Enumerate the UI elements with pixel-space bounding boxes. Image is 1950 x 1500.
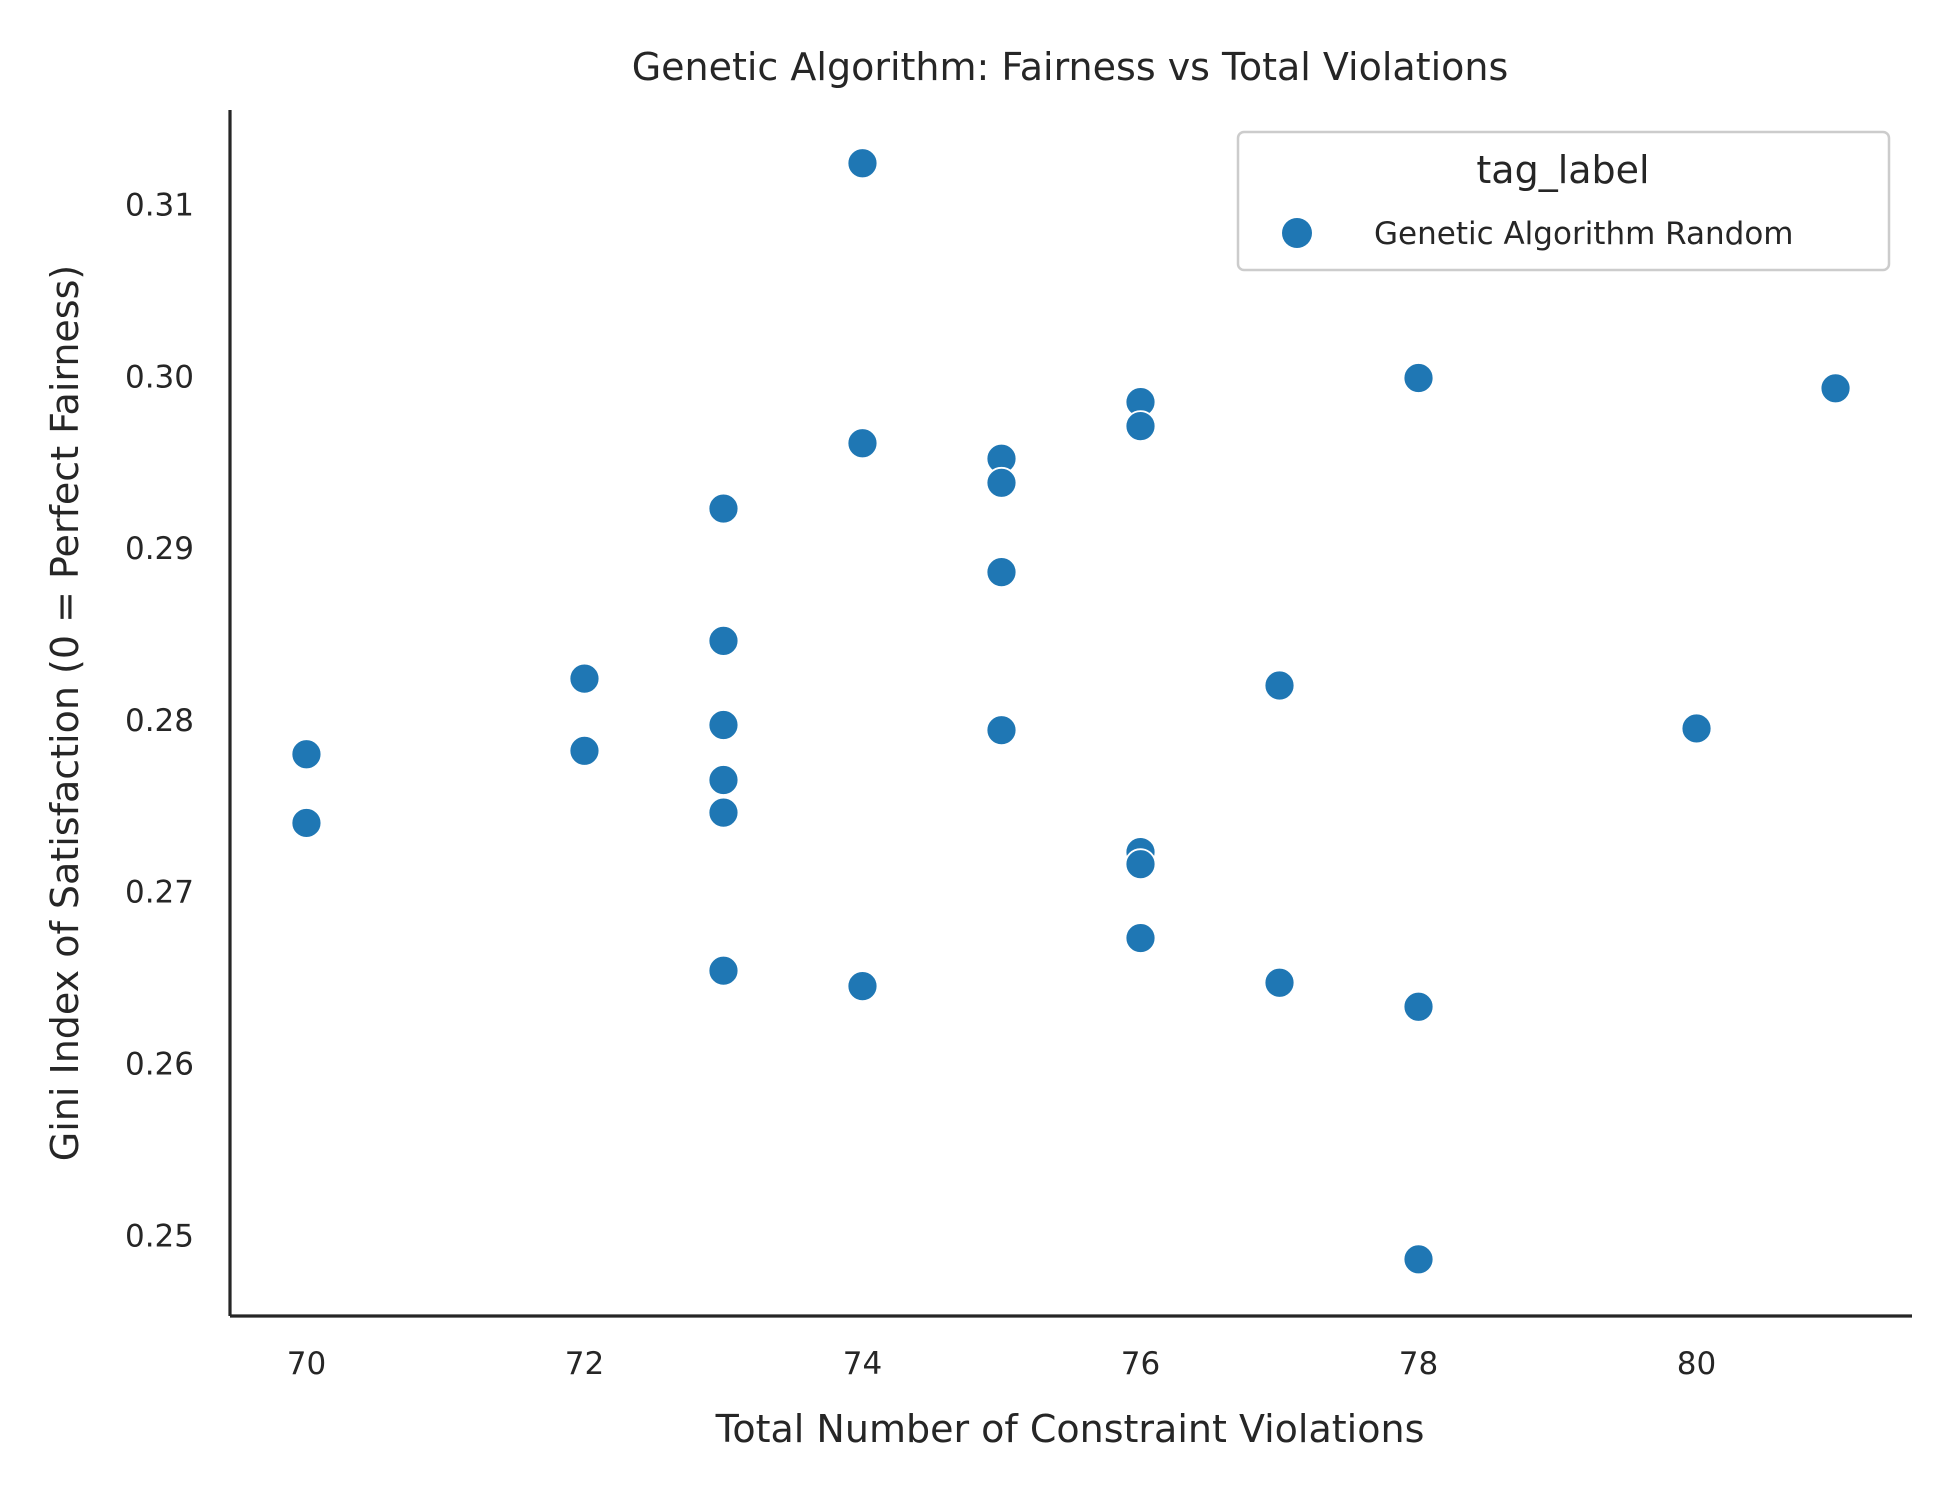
data-point xyxy=(985,466,1018,499)
legend-box xyxy=(1236,130,1891,272)
data-point xyxy=(707,709,740,741)
y-tick-label: 0.29 xyxy=(125,531,194,567)
data-point xyxy=(1263,966,1296,999)
data-point xyxy=(846,427,879,460)
x-tick-label: 78 xyxy=(1399,1346,1438,1382)
data-point xyxy=(985,556,1018,589)
chart-title: Genetic Algorithm: Fairness vs Total Vio… xyxy=(632,45,1509,89)
data-point xyxy=(1124,410,1157,443)
y-axis-label: Gini Index of Satisfaction (0 = Perfect … xyxy=(43,265,87,1161)
data-point xyxy=(568,662,601,695)
data-point xyxy=(707,764,740,796)
y-tick-label: 0.31 xyxy=(125,187,194,223)
x-tick-label: 72 xyxy=(565,1346,604,1382)
x-tick-label: 80 xyxy=(1677,1346,1716,1382)
x-axis-ticks: 70 72 74 76 78 80 xyxy=(287,1346,1717,1382)
y-tick-label: 0.25 xyxy=(125,1218,194,1254)
data-point xyxy=(1263,669,1296,702)
legend-title: tag_label xyxy=(1476,148,1649,192)
data-point xyxy=(290,738,323,771)
y-axis-ticks: 0.25 0.26 0.27 0.28 0.29 0.30 0.31 xyxy=(125,187,194,1254)
x-axis-label: Total Number of Constraint Violations xyxy=(715,1407,1425,1451)
legend: tag_label Genetic Algorithm Random xyxy=(1236,130,1891,272)
data-point xyxy=(1819,372,1852,405)
data-point xyxy=(1402,990,1435,1023)
x-tick-label: 76 xyxy=(1121,1346,1160,1382)
data-point xyxy=(846,147,879,180)
x-tick-label: 74 xyxy=(843,1346,882,1382)
data-point xyxy=(707,954,740,987)
data-point xyxy=(707,624,740,657)
plot-area xyxy=(290,147,1852,1276)
data-point xyxy=(1402,1243,1435,1276)
data-point xyxy=(846,970,879,1003)
data-point xyxy=(568,734,601,767)
data-point xyxy=(707,492,740,525)
data-point xyxy=(707,796,740,829)
data-point xyxy=(985,714,1018,747)
data-point xyxy=(1680,712,1713,745)
data-point xyxy=(1402,362,1435,394)
x-tick-label: 70 xyxy=(287,1346,326,1382)
legend-label: Genetic Algorithm Random xyxy=(1374,216,1794,252)
data-point xyxy=(290,807,323,839)
data-point xyxy=(1124,922,1157,954)
y-tick-label: 0.26 xyxy=(125,1046,194,1082)
y-tick-label: 0.30 xyxy=(125,359,194,395)
data-point xyxy=(1124,848,1157,881)
y-tick-label: 0.28 xyxy=(125,703,194,739)
legend-marker xyxy=(1282,218,1312,248)
y-tick-label: 0.27 xyxy=(125,875,194,911)
